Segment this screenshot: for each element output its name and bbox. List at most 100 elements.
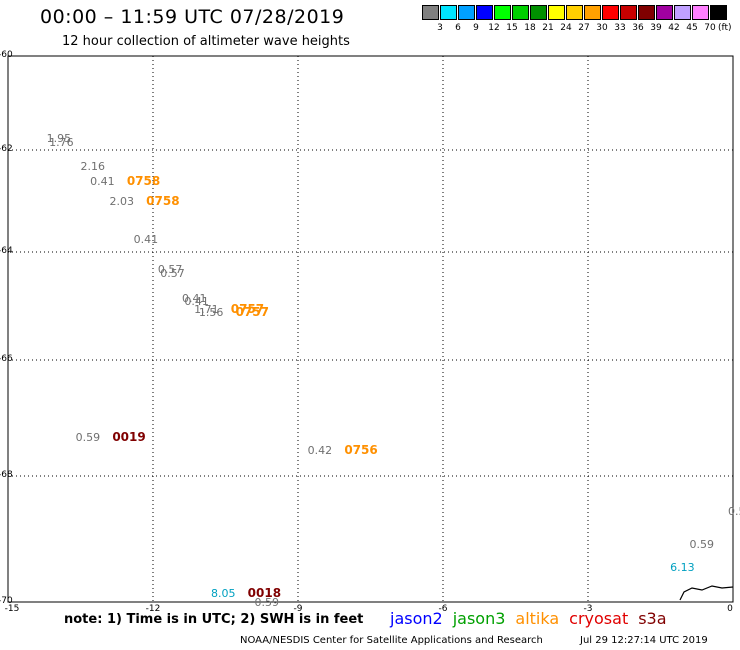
wave-observation: 2.03 0758 bbox=[109, 194, 180, 208]
wave-observation: 0.59 0019 bbox=[75, 429, 146, 444]
latitude-label: -70 bbox=[0, 596, 13, 606]
legend-item-cryosat: cryosat bbox=[569, 609, 629, 628]
longitude-label: -6 bbox=[438, 604, 448, 614]
colorbar-tick-label: 42 bbox=[668, 23, 680, 33]
swh-value: 1.56 bbox=[198, 306, 224, 320]
wave-observation: 0.41 bbox=[184, 296, 209, 307]
colorbar-tick-label: 15 bbox=[506, 23, 518, 33]
swh-value: 2.03 bbox=[109, 195, 135, 208]
satellite-legend: jason2 jason3 altika cryosat s3a bbox=[390, 609, 677, 628]
colorbar-swatch bbox=[476, 5, 493, 20]
swh-value: 0.59 bbox=[689, 538, 715, 552]
swh-value: 0.42 bbox=[307, 443, 333, 457]
swh-value: 8.05 bbox=[211, 586, 236, 600]
colorbar-tick-label: 18 bbox=[524, 23, 536, 33]
swh-value: 0.59 bbox=[75, 430, 101, 444]
colorbar-tick-label: 45 bbox=[686, 23, 698, 33]
colorbar-swatch bbox=[530, 5, 547, 20]
wave-observation: 1.71 0757 bbox=[194, 301, 265, 316]
swh-value: 1.95 bbox=[46, 132, 72, 146]
colorbar-tick-label: 39 bbox=[650, 23, 662, 33]
colorbar-tick-label: 24 bbox=[560, 23, 572, 33]
colorbar-tick-label: 3 bbox=[437, 23, 443, 33]
longitude-label: -3 bbox=[583, 604, 593, 614]
credit-text: NOAA/NESDIS Center for Satellite Applica… bbox=[240, 635, 543, 646]
swh-value: 6.13 bbox=[670, 561, 695, 575]
colorbar-swatch bbox=[458, 5, 475, 20]
longitude-label: -12 bbox=[145, 604, 161, 614]
colorbar-tick-label: 33 bbox=[614, 23, 626, 33]
legend-item-altika: altika bbox=[515, 609, 560, 628]
wave-observation: 1.56 0757 bbox=[198, 305, 269, 320]
colorbar-swatch bbox=[656, 5, 673, 20]
swh-value: 0.57 bbox=[157, 263, 183, 277]
wave-observation: 1.76 bbox=[49, 137, 74, 148]
legend-item-jason3: jason3 bbox=[452, 609, 506, 628]
colorbar-swatch bbox=[602, 5, 619, 20]
swh-value: 0.41 bbox=[90, 174, 115, 188]
pass-time: 0757 bbox=[226, 301, 265, 316]
colorbar-unit: (ft) bbox=[718, 23, 732, 33]
swh-value: 0.41 bbox=[133, 233, 159, 247]
pass-time: 0019 bbox=[108, 429, 146, 444]
colorbar-swatch bbox=[494, 5, 511, 20]
longitude-label: -9 bbox=[293, 604, 303, 614]
latitude-label: -68 bbox=[0, 470, 13, 480]
colorbar-tick-label: 9 bbox=[473, 23, 479, 33]
swh-value: 1.76 bbox=[49, 136, 74, 149]
pass-time: 0756 bbox=[340, 442, 378, 457]
colorbar-tick-label: 30 bbox=[596, 23, 608, 33]
pass-time: 0758 bbox=[142, 194, 180, 208]
colorbar-swatch bbox=[548, 5, 565, 20]
swh-value: 0.41 bbox=[182, 291, 207, 305]
colorbar-swatch bbox=[674, 5, 691, 20]
swh-value: 1.71 bbox=[194, 302, 219, 316]
coastline bbox=[679, 585, 734, 601]
swh-value: 0.41 bbox=[184, 294, 209, 308]
wave-observation: 0.41 0758 bbox=[90, 173, 161, 188]
colorbar-swatch bbox=[512, 5, 529, 20]
generated-timestamp: Jul 29 12:27:14 UTC 2019 bbox=[580, 635, 708, 646]
colorbar-swatch bbox=[566, 5, 583, 20]
colorbar-swatch bbox=[692, 5, 709, 20]
wave-observation: 0.42 0756 bbox=[307, 442, 378, 457]
colorbar-tick-label: 6 bbox=[455, 23, 461, 33]
latitude-label: -64 bbox=[0, 246, 13, 256]
colorbar-tick-label: 12 bbox=[488, 23, 500, 33]
wave-observation: 1.95 bbox=[47, 133, 72, 144]
pass-time: 0018 bbox=[243, 585, 282, 600]
colorbar-tick-label: 21 bbox=[542, 23, 554, 33]
swh-value: 0.57 bbox=[160, 266, 185, 280]
swh-value: 0.59 bbox=[728, 504, 740, 518]
wave-observation: 0.57 bbox=[160, 268, 185, 279]
colorbar-swatch bbox=[422, 5, 439, 20]
wave-observation: 0.59 bbox=[728, 506, 740, 517]
swh-value: 2.16 bbox=[80, 160, 106, 174]
colorbar-tick-label: 27 bbox=[578, 23, 590, 33]
latitude-label: -66 bbox=[0, 354, 13, 364]
wave-observation: 8.05 0018 bbox=[211, 585, 282, 600]
colorbar-swatch bbox=[584, 5, 601, 20]
legend-item-jason2: jason2 bbox=[390, 609, 443, 628]
map-title: 00:00 – 11:59 UTC 07/28/2019 bbox=[40, 6, 345, 28]
latitude-label: -62 bbox=[0, 144, 13, 154]
wave-observation: 0.59 bbox=[690, 539, 715, 550]
wave-observation: 6.13 bbox=[670, 562, 695, 573]
colorbar-tick-label: 70 bbox=[704, 23, 716, 33]
wave-observation: 0.57 bbox=[158, 264, 183, 275]
colorbar-swatch bbox=[710, 5, 727, 20]
map-subtitle: 12 hour collection of altimeter wave hei… bbox=[62, 34, 350, 49]
legend-item-s3a: s3a bbox=[638, 609, 667, 628]
colorbar-swatch bbox=[440, 5, 457, 20]
longitude-label: -15 bbox=[4, 604, 20, 614]
pass-time: 0758 bbox=[122, 173, 161, 188]
pass-time: 0757 bbox=[231, 305, 269, 320]
colorbar-swatch bbox=[638, 5, 655, 20]
wave-observation: 0.41 bbox=[182, 293, 207, 304]
swh-value: 0.59 bbox=[254, 596, 280, 609]
latitude-label: -60 bbox=[0, 50, 13, 60]
wave-observation: 0.41 bbox=[134, 234, 159, 245]
longitude-label: 0 bbox=[727, 604, 733, 614]
wave-observation: 2.16 bbox=[81, 161, 106, 172]
